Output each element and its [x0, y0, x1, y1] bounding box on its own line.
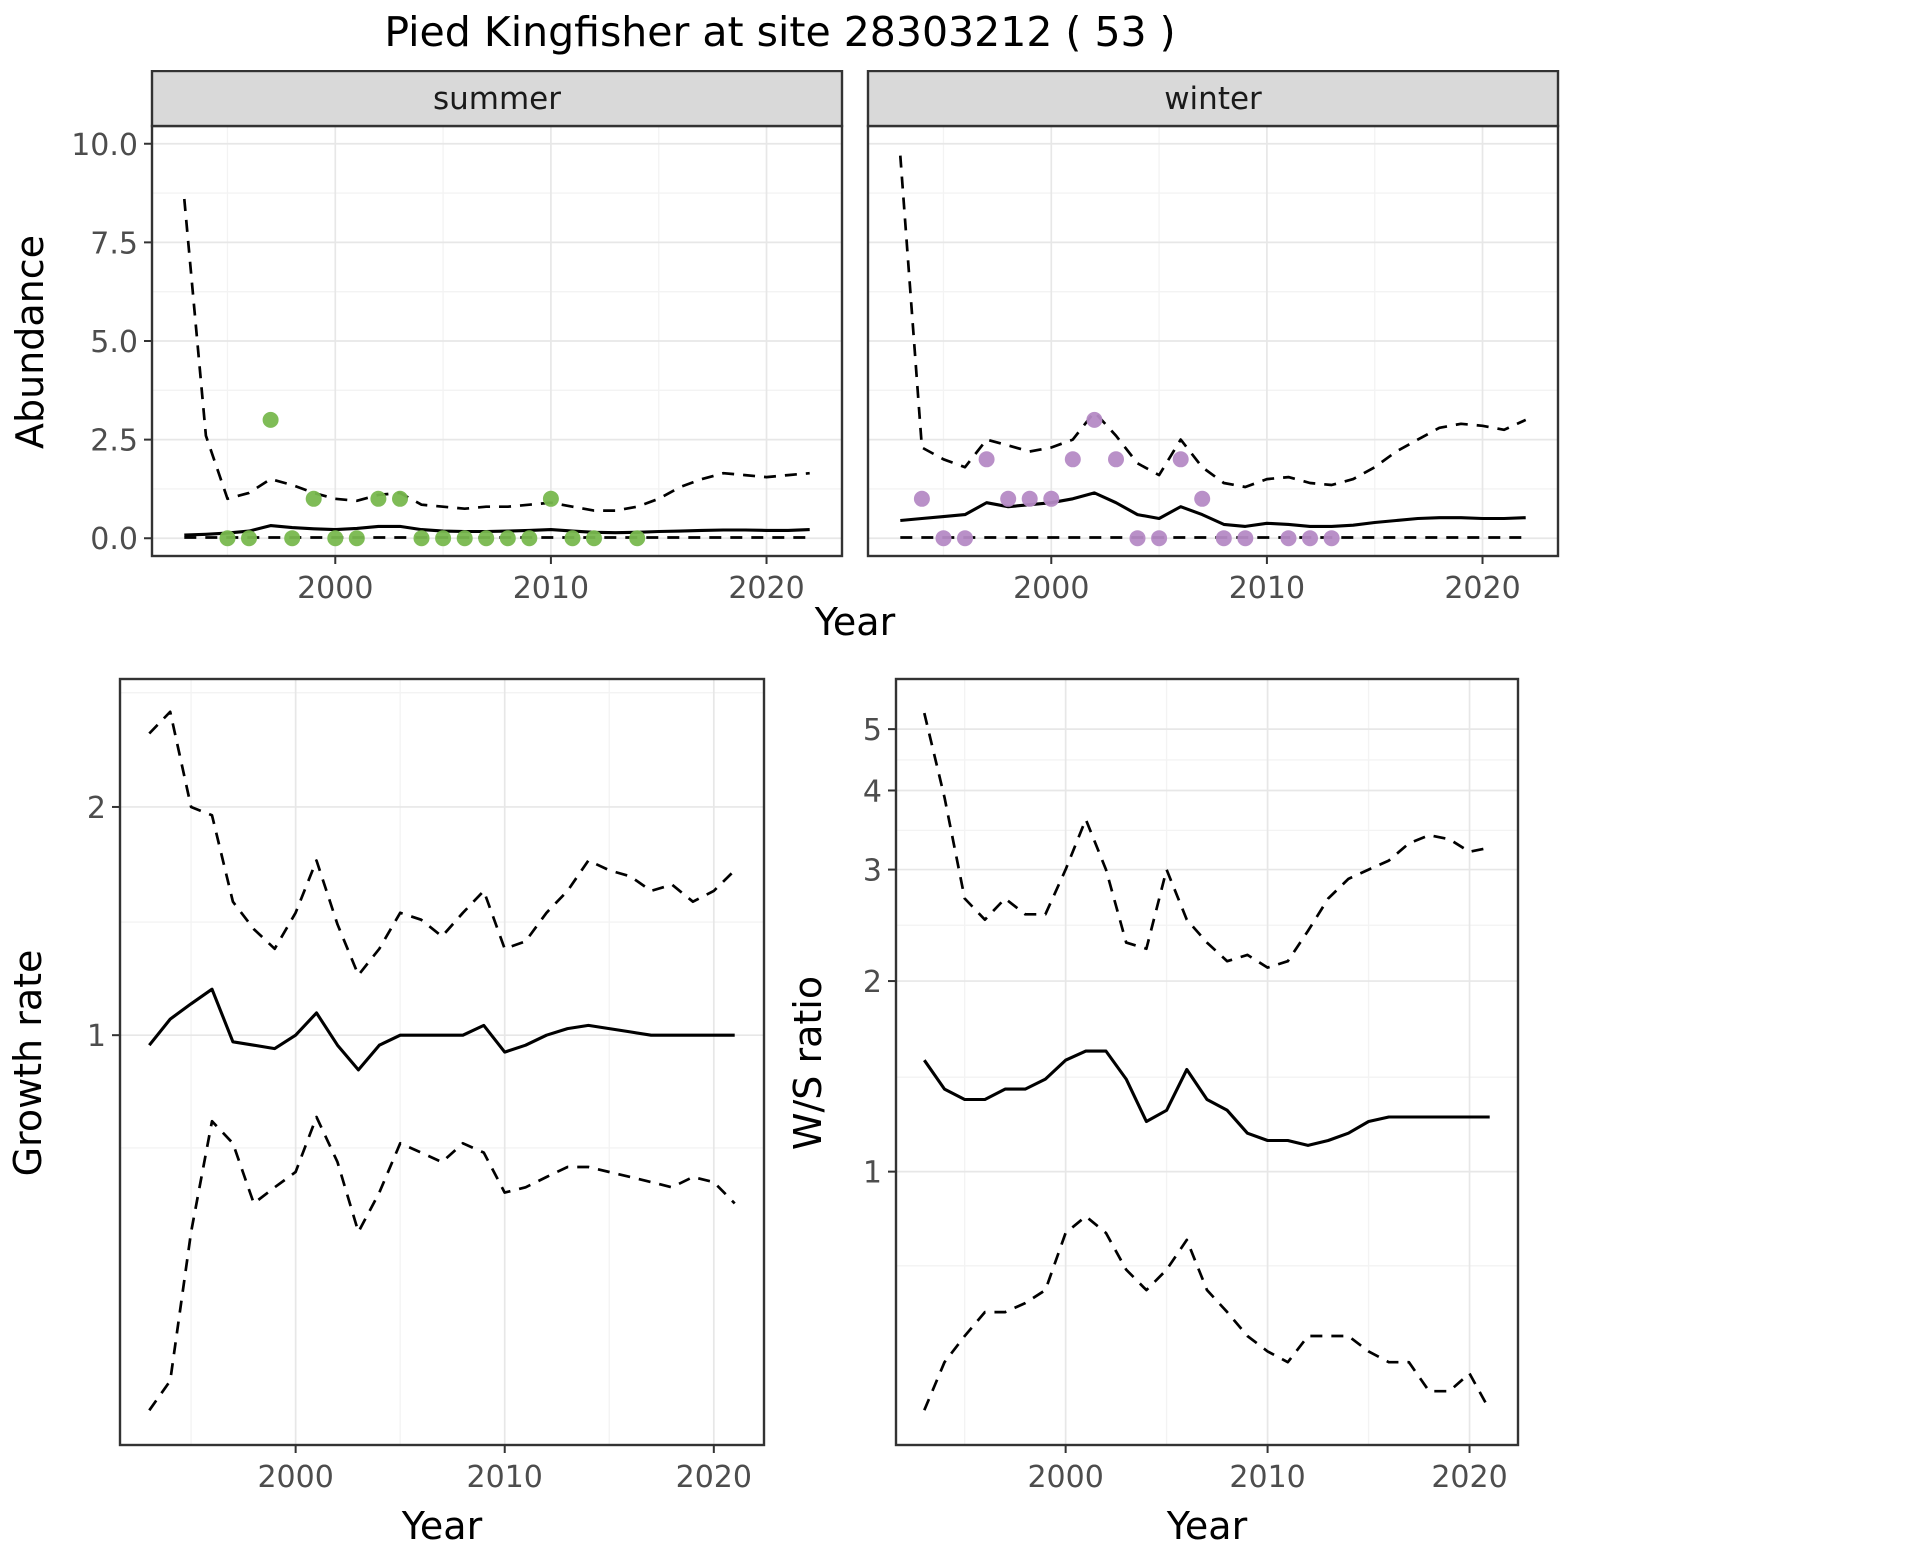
svg-text:2010: 2010 — [1229, 571, 1305, 606]
growth-rate-chart: 2000 2010 2020 1 2 — [87, 677, 766, 1495]
svg-text:2000: 2000 — [1013, 571, 1089, 606]
ws-ratio-axis-label: W/S ratio — [786, 975, 830, 1151]
svg-text:2010: 2010 — [1229, 1460, 1305, 1495]
abundance-winter-chart: winter 2000 2010 2020 — [866, 70, 1560, 606]
svg-text:2: 2 — [87, 791, 106, 826]
top-x-axis-label: Year — [814, 600, 896, 644]
svg-text:2020: 2020 — [1431, 1460, 1507, 1495]
svg-text:2020: 2020 — [728, 571, 804, 606]
svg-text:0.0: 0.0 — [90, 522, 138, 557]
abundance-summer-chart: summer 2000 2010 2020 0.0 2.5 5.0 7.5 10.0 — [71, 70, 844, 606]
svg-text:10.0: 10.0 — [71, 128, 138, 163]
svg-text:2000: 2000 — [297, 571, 373, 606]
svg-text:4: 4 — [863, 774, 882, 809]
growth-x-axis-label: Year — [401, 1504, 483, 1548]
svg-text:2020: 2020 — [676, 1460, 752, 1495]
svg-text:3: 3 — [863, 854, 882, 889]
svg-text:winter: winter — [1164, 81, 1262, 117]
abundance-axis-label: Abundance — [8, 234, 52, 450]
svg-text:1: 1 — [863, 1156, 882, 1191]
growth-rate-axis-label: Growth rate — [6, 949, 50, 1177]
svg-text:5.0: 5.0 — [90, 325, 138, 360]
svg-text:2010: 2010 — [513, 571, 589, 606]
svg-text:summer: summer — [433, 81, 561, 117]
ws-x-axis-label: Year — [1166, 1504, 1248, 1548]
svg-text:5: 5 — [863, 713, 882, 748]
ws-ratio-chart: 2000 2010 2020 1 2 3 4 5 — [863, 677, 1520, 1495]
svg-text:1: 1 — [87, 1019, 106, 1054]
svg-text:2000: 2000 — [257, 1460, 333, 1495]
svg-text:2000: 2000 — [1027, 1460, 1103, 1495]
svg-text:7.5: 7.5 — [90, 226, 138, 261]
svg-text:2010: 2010 — [467, 1460, 543, 1495]
figure-title: Pied Kingfisher at site 28303212 ( 53 ) — [384, 8, 1176, 56]
svg-text:2.5: 2.5 — [90, 424, 138, 459]
svg-text:2: 2 — [863, 965, 882, 1000]
svg-text:2020: 2020 — [1444, 571, 1520, 606]
